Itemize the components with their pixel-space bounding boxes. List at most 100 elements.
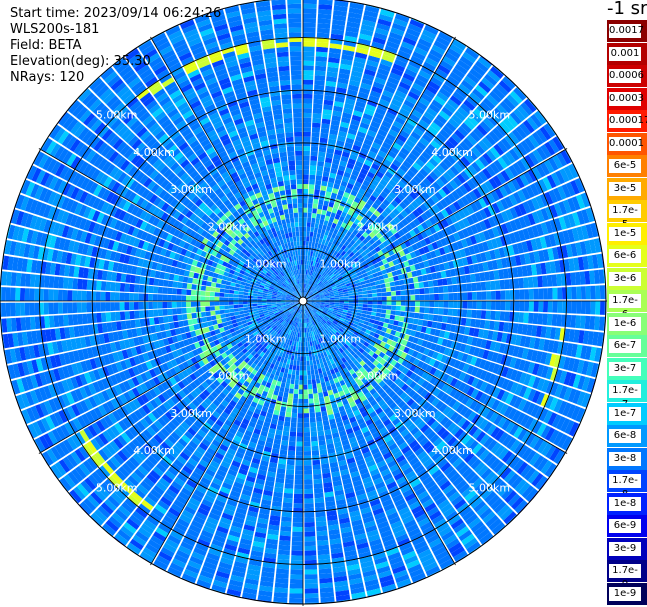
range-gate-cell [364,5,380,14]
range-gate-cell [355,315,361,320]
range-gate-cell [283,392,289,398]
range-gate-cell [325,275,330,280]
range-gate-cell [403,334,410,341]
range-gate-cell [474,60,489,73]
range-gate-cell [371,142,381,150]
range-gate-cell [343,303,349,306]
range-gate-cell [480,310,487,319]
range-gate-cell [439,198,449,208]
range-gate-cell [479,272,486,282]
range-gate-cell [373,112,385,120]
range-gate-cell [347,287,353,292]
range-gate-cell [303,165,310,170]
range-gate-cell [428,314,434,321]
range-gate-cell [539,236,547,249]
range-gate-cell [399,316,405,322]
range-gate-cell [486,350,494,361]
range-gate-cell [338,290,344,294]
range-gate-cell [291,412,298,418]
range-gate-cell [343,171,351,179]
range-gate-cell [372,293,378,297]
range-gate-cell [460,317,467,326]
range-gate-cell [393,216,401,224]
range-gate-cell [289,436,296,442]
range-gate-cell [303,108,312,114]
range-gate-cell [436,201,445,211]
range-gate-cell [349,245,356,252]
range-gate-cell [289,431,297,437]
range-gate-cell [342,176,350,183]
range-gate-cell [409,19,425,29]
range-gate-cell [498,80,512,93]
range-gate-cell [364,175,373,183]
range-gate-cell [303,65,314,71]
range-gate-cell [321,123,330,130]
range-gate-cell [329,129,339,136]
range-gate-cell [466,95,479,108]
range-gate-cell [544,141,556,156]
range-gate-cell [339,215,345,222]
range-gate-cell [386,230,394,238]
range-gate-cell [430,328,436,336]
range-gate-cell [316,262,320,268]
range-gate-cell [334,96,345,103]
range-gate-cell [322,311,327,315]
range-gate-cell [572,389,582,405]
range-gate-cell [483,207,492,218]
range-gate-cell [511,128,524,142]
range-gate-cell [417,319,424,326]
range-gate-cell [462,301,468,309]
range-gate-cell [329,260,335,266]
range-gate-cell [334,317,340,322]
range-gate-cell [530,350,538,362]
range-gate-cell [462,217,471,228]
range-gate-cell [474,319,481,328]
range-gate-cell [390,27,405,37]
range-gate-cell [466,226,474,236]
range-gate-cell [545,326,552,339]
range-gate-cell [446,75,460,87]
range-gate-cell [316,416,322,422]
range-gate-cell [349,2,364,10]
range-gate-cell [405,361,413,370]
range-gate-cell [344,187,352,194]
range-gate-cell [520,157,531,170]
range-gate-cell [352,248,358,255]
range-gate-cell [477,56,492,69]
range-gate-cell [303,398,309,404]
range-gate-cell [540,326,547,338]
range-gate-cell [417,275,424,282]
range-gate-cell [281,511,292,518]
range-gate-cell [317,368,323,374]
range-gate-cell [317,258,322,264]
range-gate-cell [553,232,561,246]
range-gate-cell [447,98,459,110]
range-gate-cell [479,359,487,369]
range-gate-cell [551,274,558,287]
range-gate-cell [324,162,332,168]
range-gate-cell [312,203,318,209]
range-gate-cell [408,59,422,70]
range-gate-cell [420,230,428,239]
range-gate-cell [549,219,558,233]
range-gate-cell [349,153,358,161]
range-gate-cell [436,91,449,102]
range-gate-cell [373,32,388,41]
range-gate-cell [366,325,373,331]
range-gate-cell [584,240,592,255]
range-gate-cell [548,233,557,247]
range-gate-cell [319,305,325,308]
range-gate-cell [550,368,558,381]
range-gate-cell [441,218,449,228]
range-gate-cell [307,207,313,213]
range-gate-cell [331,313,337,318]
range-gate-cell [313,98,323,105]
range-gate-cell [407,323,413,330]
range-gate-cell [353,61,365,69]
range-gate-cell [445,269,452,278]
range-gate-cell [543,339,550,352]
range-gate-cell [386,291,392,297]
range-gate-cell [304,474,313,480]
range-gate-cell [334,299,340,301]
range-gate-cell [355,101,366,109]
